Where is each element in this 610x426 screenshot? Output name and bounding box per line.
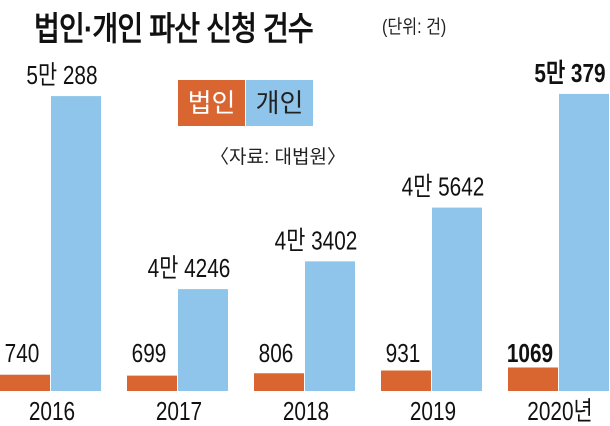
bar-corporate: [0, 374, 50, 391]
legend-individual: 개인: [246, 80, 313, 126]
chart-title: 법인·개인 파산 신청 건수: [34, 10, 314, 47]
label-individual: 5만 379: [534, 59, 605, 88]
label-corporate: 740: [5, 339, 40, 368]
x-tick-label: 2017: [156, 397, 202, 426]
label-corporate: 806: [259, 339, 294, 368]
label-corporate: 1069: [507, 339, 553, 368]
unit-label: (단위: 건): [382, 17, 447, 38]
x-tick-label: 2016: [29, 397, 75, 426]
bar-corporate: [127, 375, 177, 391]
label-corporate: 931: [386, 339, 421, 368]
x-tick-label: 2019: [410, 397, 456, 426]
bar-corporate: [254, 373, 304, 391]
bar-individual: [51, 96, 101, 391]
bar-corporate: [381, 370, 431, 391]
label-individual: 4만 4246: [148, 254, 231, 283]
bar-corporate: [508, 367, 558, 391]
label-individual: 5만 288: [26, 61, 97, 90]
source-label: 〈자료: 대법원〉: [210, 147, 346, 168]
label-individual: 4만 5642: [402, 172, 485, 201]
bar-individual: [432, 207, 482, 391]
bar-individual: [559, 93, 609, 392]
bar-individual: [305, 261, 355, 391]
label-corporate: 699: [132, 339, 167, 368]
bar-individual: [178, 289, 228, 391]
x-tick-label: 2018: [283, 397, 329, 426]
x-tick-label: 2020년: [527, 397, 592, 426]
label-individual: 4만 3402: [275, 226, 358, 255]
legend-corporate: 법인: [178, 80, 245, 126]
